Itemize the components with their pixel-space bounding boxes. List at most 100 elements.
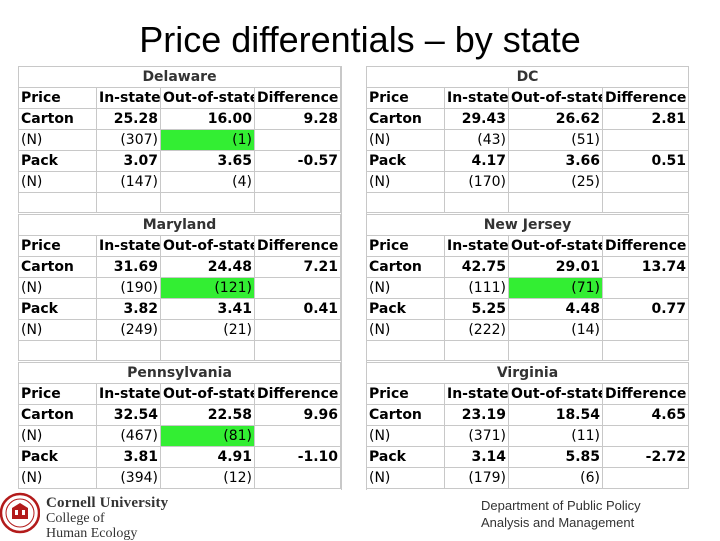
pack-count-row: (N) (222) (14) — [366, 319, 690, 341]
empty-cell — [253, 319, 342, 341]
row-label: Carton — [366, 108, 445, 130]
in-state-price: 4.17 — [444, 150, 509, 172]
out-of-state-count: (4) — [160, 171, 255, 193]
state-name: Pennsylvania — [17, 362, 342, 384]
empty-cell — [253, 277, 342, 299]
in-state-price: 32.54 — [96, 404, 161, 426]
panel-divider — [341, 66, 367, 490]
row-label: (N) — [18, 129, 97, 151]
state-name: Maryland — [17, 214, 342, 236]
spacer-row — [18, 192, 342, 213]
row-label: Pack — [18, 446, 97, 468]
empty-cell — [601, 171, 690, 193]
in-state-price: 3.14 — [444, 446, 509, 468]
pack-row: Pack 3.07 3.65 -0.57 — [18, 150, 342, 172]
difference-value: 0.51 — [601, 150, 690, 172]
difference-value: 0.77 — [601, 298, 690, 320]
row-label: Pack — [18, 150, 97, 172]
out-of-state-price: 18.54 — [508, 404, 603, 426]
out-of-state-count: (25) — [508, 171, 603, 193]
state-price-table: DC Price In-state Out-of-state Differenc… — [365, 66, 690, 213]
out-of-state-count: (1) — [160, 129, 255, 151]
row-label: (N) — [18, 171, 97, 193]
row-label: (N) — [18, 319, 97, 341]
empty-cell — [601, 277, 690, 299]
state-price-table: Delaware Price In-state Out-of-state Dif… — [17, 66, 342, 213]
in-state-count: (147) — [96, 171, 161, 193]
row-label: Carton — [366, 256, 445, 278]
column-header-out-of-state: Out-of-state — [160, 383, 255, 405]
out-of-state-price: 5.85 — [508, 446, 603, 468]
department-name: Department of Public Policy Analysis and… — [481, 497, 641, 531]
column-header-price: Price — [18, 87, 97, 109]
column-header-difference: Difference — [601, 235, 690, 257]
difference-value: 4.65 — [601, 404, 690, 426]
column-header-in-state: In-state — [444, 87, 509, 109]
row-label: Carton — [366, 404, 445, 426]
row-label: (N) — [366, 425, 445, 447]
spacer-row — [366, 340, 690, 361]
out-of-state-count: (71) — [508, 277, 603, 299]
carton-count-row: (N) (371) (11) — [366, 425, 690, 447]
pack-row: Pack 5.25 4.48 0.77 — [366, 298, 690, 320]
column-header-price: Price — [366, 235, 445, 257]
spacer-row — [366, 192, 690, 213]
row-label: Pack — [366, 298, 445, 320]
column-header-price: Price — [18, 383, 97, 405]
in-state-price: 3.82 — [96, 298, 161, 320]
in-state-price: 3.81 — [96, 446, 161, 468]
column-header-difference: Difference — [601, 383, 690, 405]
row-label: (N) — [366, 277, 445, 299]
pack-count-row: (N) (147) (4) — [18, 171, 342, 193]
row-label: (N) — [18, 277, 97, 299]
carton-count-row: (N) (111) (71) — [366, 277, 690, 299]
in-state-count: (170) — [444, 171, 509, 193]
state-price-table: Maryland Price In-state Out-of-state Dif… — [17, 214, 342, 361]
empty-cell — [601, 425, 690, 447]
column-header-difference: Difference — [253, 383, 342, 405]
pack-count-row: (N) (394) (12) — [18, 467, 342, 489]
column-header-in-state: In-state — [96, 87, 161, 109]
college-name-line2: Human Ecology — [46, 526, 138, 541]
column-header-in-state: In-state — [444, 235, 509, 257]
carton-row: Carton 32.54 22.58 9.96 — [18, 404, 342, 426]
row-label: (N) — [366, 171, 445, 193]
carton-row: Carton 29.43 26.62 2.81 — [366, 108, 690, 130]
difference-value: 7.21 — [253, 256, 342, 278]
carton-count-row: (N) (467) (81) — [18, 425, 342, 447]
in-state-count: (111) — [444, 277, 509, 299]
in-state-count: (394) — [96, 467, 161, 489]
difference-value: -2.72 — [601, 446, 690, 468]
in-state-price: 23.19 — [444, 404, 509, 426]
row-label: Carton — [18, 404, 97, 426]
out-of-state-price: 4.48 — [508, 298, 603, 320]
state-name: New Jersey — [365, 214, 690, 236]
pack-row: Pack 3.81 4.91 -1.10 — [18, 446, 342, 468]
carton-count-row: (N) (307) (1) — [18, 129, 342, 151]
pack-count-row: (N) (179) (6) — [366, 467, 690, 489]
out-of-state-price: 16.00 — [160, 108, 255, 130]
college-name-line1: College of — [46, 511, 105, 526]
out-of-state-price: 24.48 — [160, 256, 255, 278]
row-label: Pack — [18, 298, 97, 320]
column-header-out-of-state: Out-of-state — [508, 87, 603, 109]
state-price-table: New Jersey Price In-state Out-of-state D… — [365, 214, 690, 361]
in-state-price: 3.07 — [96, 150, 161, 172]
state-price-table: Pennsylvania Price In-state Out-of-state… — [17, 362, 342, 489]
column-header-in-state: In-state — [444, 383, 509, 405]
row-label: (N) — [18, 425, 97, 447]
in-state-count: (222) — [444, 319, 509, 341]
out-of-state-count: (12) — [160, 467, 255, 489]
out-of-state-price: 4.91 — [160, 446, 255, 468]
column-header-in-state: In-state — [96, 383, 161, 405]
out-of-state-count: (6) — [508, 467, 603, 489]
column-header-price: Price — [366, 87, 445, 109]
row-label: Pack — [366, 150, 445, 172]
difference-value: 13.74 — [601, 256, 690, 278]
university-name: Cornell University — [46, 495, 169, 511]
out-of-state-count: (51) — [508, 129, 603, 151]
difference-value: -0.57 — [253, 150, 342, 172]
state-price-table: Virginia Price In-state Out-of-state Dif… — [365, 362, 690, 489]
empty-cell — [601, 467, 690, 489]
column-header-out-of-state: Out-of-state — [160, 235, 255, 257]
